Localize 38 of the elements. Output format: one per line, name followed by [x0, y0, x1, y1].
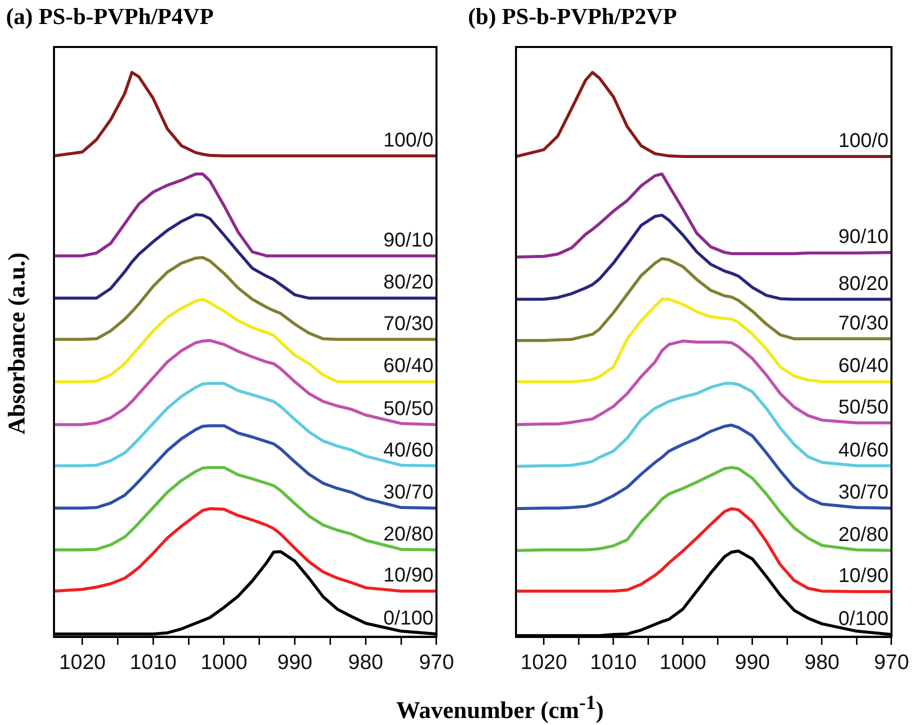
chart-title: (b) PS-b-PVPh/P2VP [468, 4, 677, 30]
series-label: 80/20 [383, 272, 434, 294]
x-tick-label: 970 [418, 651, 454, 674]
x-tick-label: 1000 [200, 651, 248, 674]
series-label: 20/80 [838, 524, 888, 546]
x-tick-label: 990 [277, 651, 312, 674]
series-label: 20/80 [383, 523, 434, 546]
x-tick-label: 1010 [590, 651, 637, 674]
chart-title: (a) PS-b-PVPh/P4VP [6, 4, 214, 30]
series-label: 50/50 [838, 396, 888, 418]
x-tick-label: 980 [804, 651, 840, 674]
x-tick-label: 980 [348, 651, 384, 674]
series-label: 50/50 [383, 398, 434, 420]
x-tick-label: 1020 [520, 651, 568, 674]
series-label: 90/10 [383, 229, 434, 252]
series-label: 10/90 [383, 564, 434, 587]
x-axis-title: Wavenumber (cm$^{-1}$) [395, 692, 605, 725]
series-label: 10/90 [838, 565, 888, 588]
series-label: 40/60 [838, 439, 888, 462]
series-label: 60/40 [838, 355, 888, 378]
x-tick-label: 970 [874, 651, 910, 674]
series-label: 30/70 [838, 482, 888, 504]
x-tick-label: 990 [734, 651, 770, 674]
series-label: 100/0 [383, 129, 434, 152]
y-axis-title: Absorbance (a.u.) [4, 252, 32, 437]
series-label: 0/100 [838, 608, 888, 630]
series-label: 80/20 [838, 272, 888, 295]
series-label: 90/10 [838, 226, 888, 248]
series-label: 100/0 [838, 130, 888, 152]
series-label: 30/70 [383, 482, 434, 504]
x-tick-label: 1020 [58, 651, 106, 674]
series-label: 70/30 [383, 312, 434, 335]
series-label: 60/40 [383, 355, 434, 378]
x-tick-label: 1010 [130, 651, 177, 674]
series-label: 40/60 [383, 439, 434, 462]
series-label: 0/100 [383, 607, 434, 630]
series-label: 70/30 [838, 312, 888, 334]
x-tick-label: 1000 [660, 651, 706, 674]
